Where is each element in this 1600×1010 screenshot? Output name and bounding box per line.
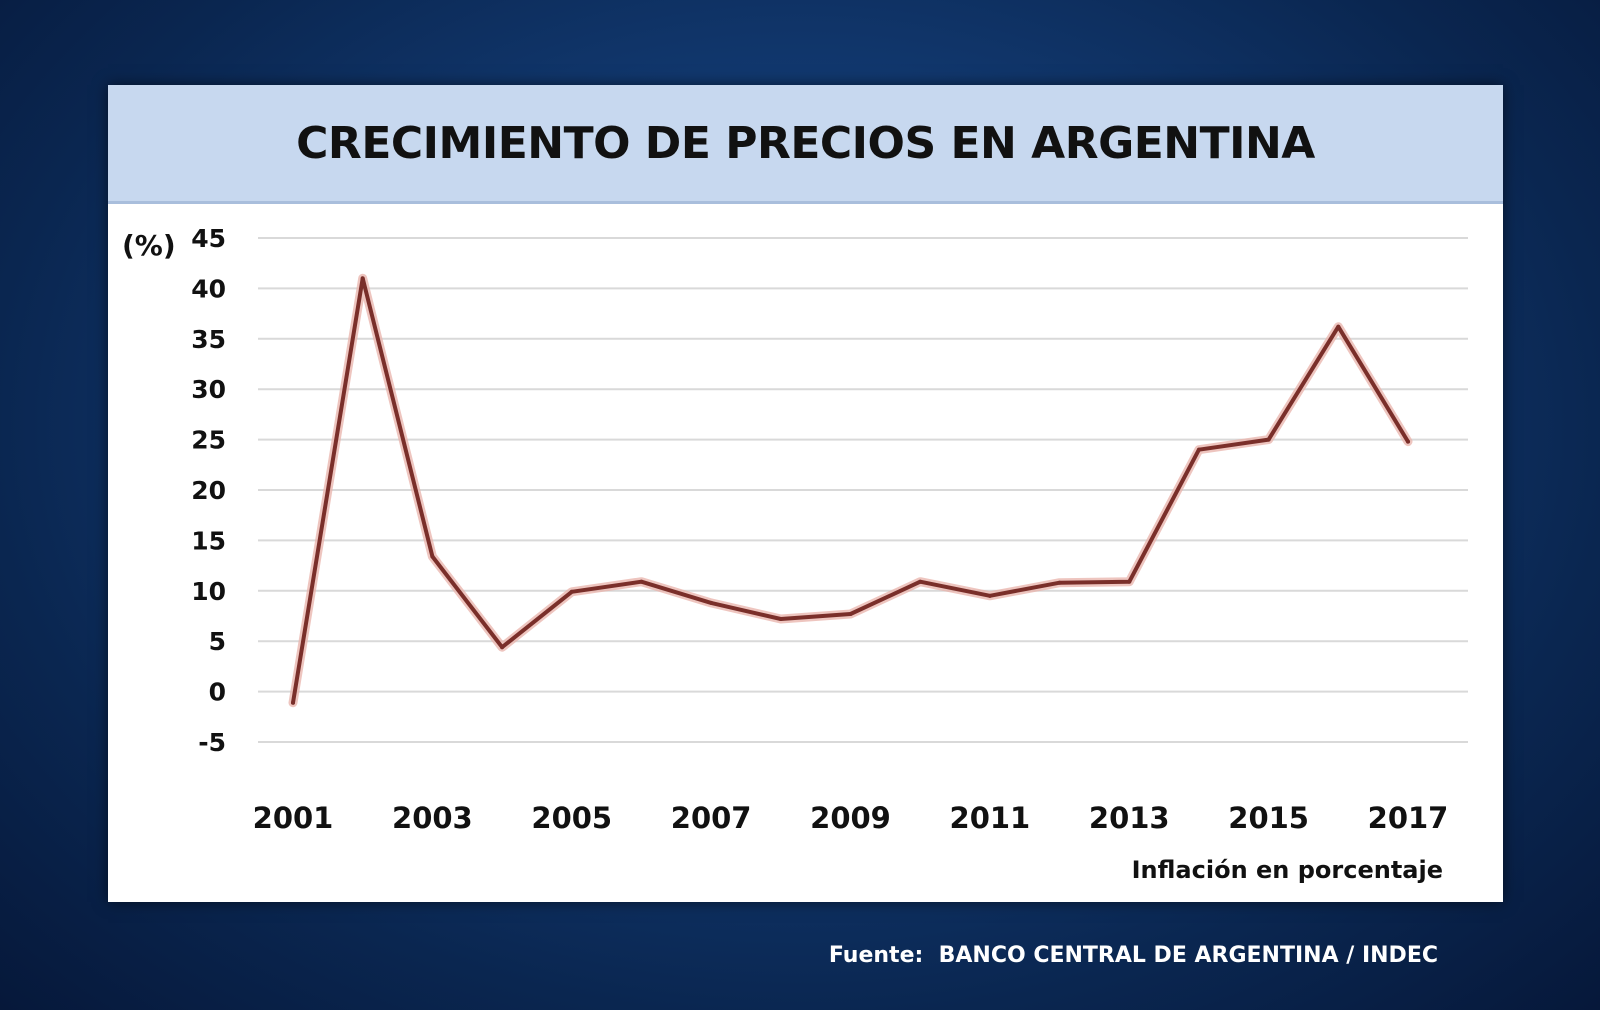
series-layer [288, 273, 1413, 708]
data-point [1127, 579, 1132, 584]
data-point [1406, 439, 1410, 444]
data-point [500, 645, 505, 650]
x-tick-label: 2009 [810, 801, 891, 835]
data-point [360, 276, 365, 281]
y-tick-label: 5 [209, 627, 226, 656]
x-axis-ticks: 2001 2003 2005 2007 2009 2011 2013 2015 2017 [253, 801, 1449, 835]
y-tick-label: 35 [191, 325, 226, 354]
data-point [987, 593, 992, 598]
data-point [1196, 447, 1201, 452]
y-tick-label: 20 [191, 476, 226, 505]
data-point [778, 617, 783, 622]
data-point [918, 579, 923, 584]
data-point [1057, 580, 1062, 585]
y-tick-label: 0 [209, 678, 226, 707]
y-tick-label: 40 [191, 274, 226, 303]
chart-title: CRECIMIENTO DE PRECIOS EN ARGENTINA [296, 117, 1315, 169]
y-tick-label: 15 [191, 526, 226, 555]
x-tick-label: 2001 [253, 801, 334, 835]
x-tick-label: 2013 [1089, 801, 1170, 835]
y-tick-label: 30 [191, 375, 226, 404]
gridlines [258, 237, 1468, 743]
x-tick-label: 2015 [1228, 801, 1309, 835]
data-point [569, 589, 574, 594]
data-point [709, 600, 714, 605]
y-axis-ticks: -5 0 5 10 15 20 25 30 35 40 45 [191, 224, 226, 757]
x-tick-label: 2017 [1368, 801, 1449, 835]
source-credit: Fuente: BANCO CENTRAL DE ARGENTINA / IND… [828, 943, 1438, 968]
data-point [848, 611, 853, 616]
data-point [639, 579, 644, 584]
x-tick-label: 2011 [950, 801, 1031, 835]
title-bar: CRECIMIENTO DE PRECIOS EN ARGENTINA [108, 85, 1503, 204]
y-tick-label: -5 [198, 728, 226, 757]
x-tick-label: 2005 [531, 801, 612, 835]
data-point [1266, 437, 1271, 442]
data-point [291, 700, 295, 705]
y-tick-label: 45 [191, 224, 226, 253]
y-tick-label: 10 [191, 577, 226, 606]
chart-card: CRECIMIENTO DE PRECIOS EN ARGENTINA (%) … [108, 85, 1503, 902]
y-axis-label: (%) [122, 229, 176, 262]
data-point [1336, 324, 1341, 329]
unit-note: Inflación en porcentaje [1131, 856, 1443, 884]
x-tick-label: 2003 [392, 801, 473, 835]
y-tick-label: 25 [191, 426, 226, 455]
data-point [430, 554, 435, 559]
x-tick-label: 2007 [671, 801, 752, 835]
